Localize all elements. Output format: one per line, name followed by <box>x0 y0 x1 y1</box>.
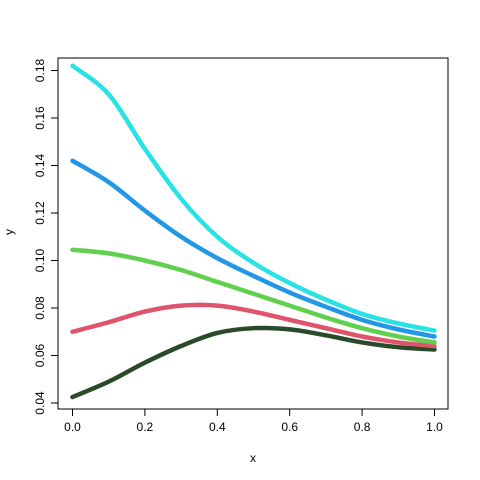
x-tick-label: 0.4 <box>209 420 226 434</box>
series-line-5 <box>70 63 437 333</box>
x-tick-label: 0.0 <box>64 420 81 434</box>
series-line-4 <box>70 158 437 339</box>
y-axis: 0.04 0.06 0.08 0.10 0.12 0.14 0.16 0.18 <box>33 58 59 415</box>
x-tick-label: 0.8 <box>354 420 371 434</box>
series-line-1 <box>70 325 437 400</box>
plot-box <box>57 57 449 410</box>
y-tick-label: 0.08 <box>33 296 47 320</box>
y-tick-label: 0.12 <box>33 201 47 225</box>
y-axis-label: y <box>2 229 16 235</box>
y-tick-label: 0.10 <box>33 248 47 272</box>
y-tick-label: 0.18 <box>33 58 47 82</box>
y-tick-label: 0.04 <box>33 391 47 415</box>
series-line-2 <box>70 302 437 349</box>
y-tick-label: 0.14 <box>33 153 47 177</box>
y-tick-label: 0.06 <box>33 343 47 367</box>
series-line-3 <box>70 247 437 345</box>
x-tick-label: 0.2 <box>137 420 154 434</box>
x-tick-label: 0.6 <box>281 420 298 434</box>
x-tick-label: 1.0 <box>426 420 443 434</box>
y-tick-label: 0.16 <box>33 106 47 130</box>
x-axis: 0.0 0.2 0.4 0.6 0.8 1.0 <box>64 408 443 434</box>
x-axis-label: x <box>250 451 256 465</box>
series-layer <box>70 63 437 400</box>
